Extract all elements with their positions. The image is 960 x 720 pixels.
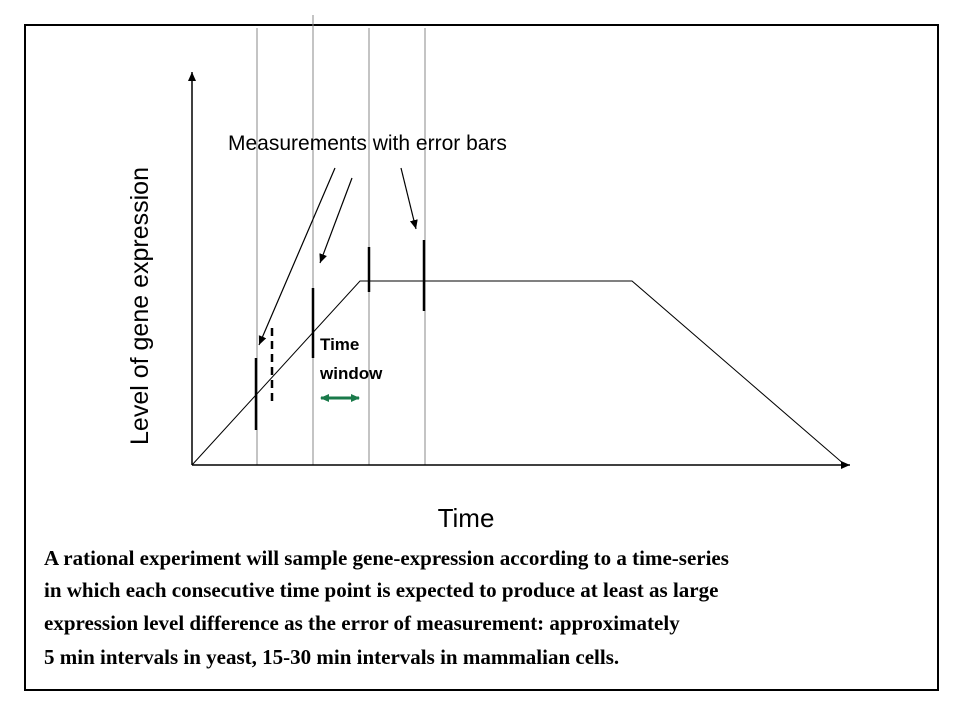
pointer-arrows: [258, 167, 418, 346]
annotation: Measurements with error bars: [228, 132, 507, 155]
caption-line: A rational experiment will sample gene-e…: [44, 546, 729, 570]
caption-line: in which each consecutive time point is …: [44, 578, 718, 602]
error-bars: [254, 240, 426, 430]
caption: A rational experiment will sample gene-e…: [44, 546, 729, 669]
time-window-label: window: [319, 364, 383, 383]
x-axis-label: Time: [438, 503, 495, 533]
frame: [24, 24, 939, 691]
pointer-arrow: [400, 167, 418, 230]
caption-line: 5 min intervals in yeast, 15-30 min inte…: [44, 645, 619, 669]
pointer-arrow: [258, 167, 336, 346]
caption-line: expression level difference as the error…: [44, 611, 680, 635]
expression-curve: [191, 280, 846, 466]
time-window-label: Time: [320, 335, 359, 354]
pointer-arrow: [319, 177, 353, 264]
y-axis-label: Level of gene expression: [126, 167, 154, 445]
